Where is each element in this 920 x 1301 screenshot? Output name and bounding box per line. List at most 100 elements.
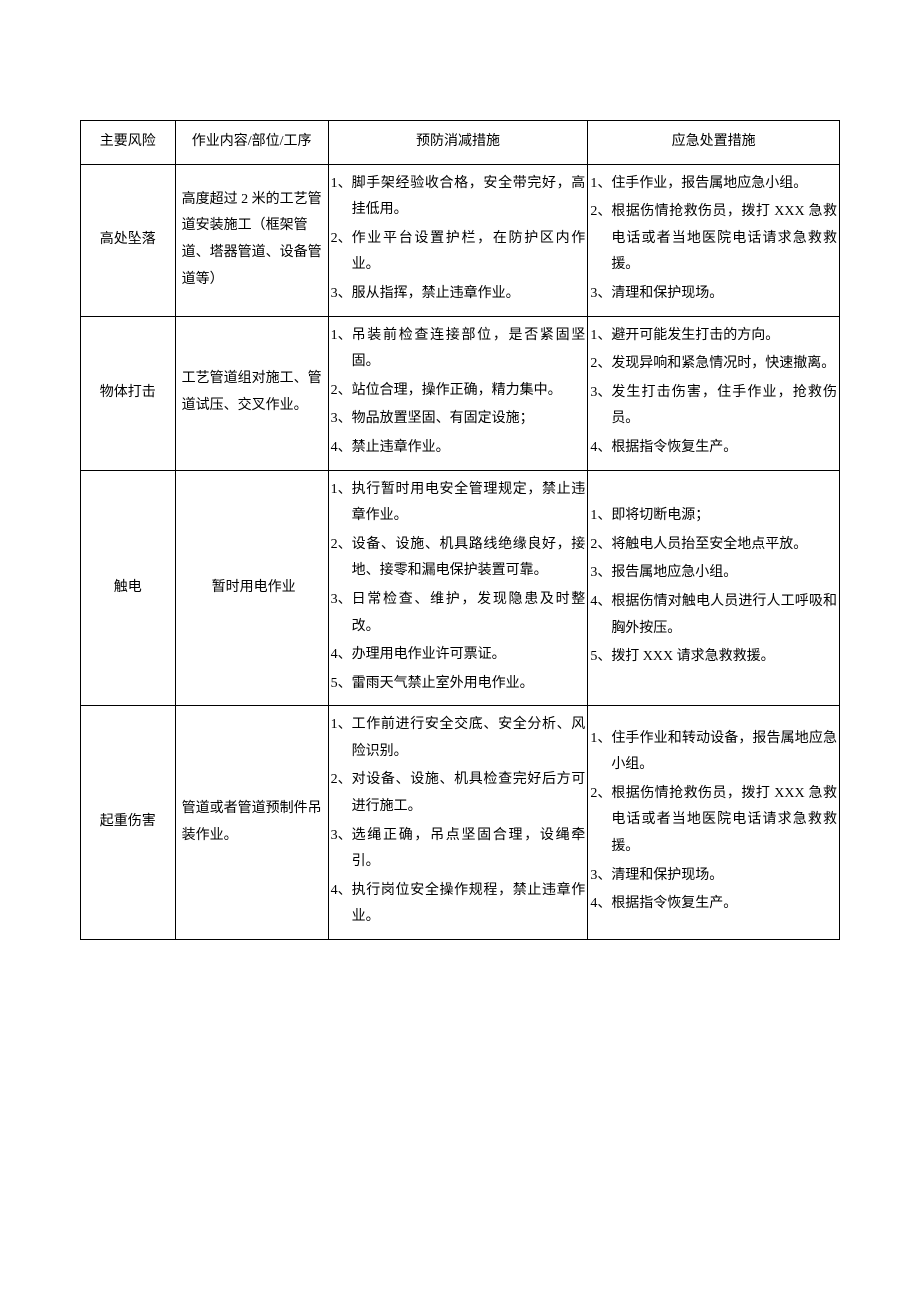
list-item: 1、执行暂时用电安全管理规定，禁止违章作业。: [331, 477, 586, 530]
cell-risk: 物体打击: [81, 316, 176, 470]
list-number: 2、: [331, 767, 352, 794]
cell-emergency: 1、住手作业，报告属地应急小组。2、根据伤情抢救伤员，拨打 XXX 急救电话或者…: [588, 164, 840, 316]
list-item: 4、办理用电作业许可票证。: [331, 642, 586, 669]
list-item: 3、发生打击伤害，住手作业，抢救伤员。: [590, 380, 837, 433]
list-text: 设备、设施、机具路线绝缘良好，接地、接零和漏电保护装置可靠。: [352, 532, 586, 585]
list-text: 拨打 XXX 请求急救救援。: [611, 644, 837, 671]
list-item: 1、住手作业和转动设备，报告属地应急小组。: [590, 726, 837, 779]
list-item: 3、清理和保护现场。: [590, 863, 837, 890]
cell-risk: 高处坠落: [81, 164, 176, 316]
header-risk: 主要风险: [81, 121, 176, 165]
list-number: 4、: [331, 878, 352, 905]
list-text: 清理和保护现场。: [611, 281, 837, 308]
list-number: 1、: [590, 171, 611, 198]
cell-emergency: 1、即将切断电源；2、将触电人员抬至安全地点平放。3、报告属地应急小组。4、根据…: [588, 470, 840, 706]
header-emergency: 应急处置措施: [588, 121, 840, 165]
list-text: 执行暂时用电安全管理规定，禁止违章作业。: [352, 477, 586, 530]
list-text: 根据指令恢复生产。: [611, 891, 837, 918]
cell-prevent: 1、工作前进行安全交底、安全分析、风险识别。2、对设备、设施、机具检查完好后方可…: [328, 706, 588, 940]
list-text: 办理用电作业许可票证。: [352, 642, 586, 669]
table-body: 高处坠落高度超过 2 米的工艺管道安装施工（框架管道、塔器管道、设备管道等）1、…: [81, 164, 840, 939]
list-text: 站位合理，操作正确，精力集中。: [352, 378, 586, 405]
list-text: 住手作业，报告属地应急小组。: [611, 171, 837, 198]
list-number: 4、: [331, 642, 352, 669]
list-number: 5、: [331, 671, 352, 698]
list-number: 4、: [590, 435, 611, 462]
list-item: 4、禁止违章作业。: [331, 435, 586, 462]
cell-prevent: 1、执行暂时用电安全管理规定，禁止违章作业。2、设备、设施、机具路线绝缘良好，接…: [328, 470, 588, 706]
list-text: 根据伤情对触电人员进行人工呼吸和胸外按压。: [611, 589, 837, 642]
list-number: 1、: [590, 323, 611, 350]
list-number: 1、: [331, 712, 352, 739]
table-row: 触电暂时用电作业1、执行暂时用电安全管理规定，禁止违章作业。2、设备、设施、机具…: [81, 470, 840, 706]
list-text: 将触电人员抬至安全地点平放。: [611, 532, 837, 559]
list-item: 4、执行岗位安全操作规程，禁止违章作业。: [331, 878, 586, 931]
list-item: 3、报告属地应急小组。: [590, 560, 837, 587]
table-header: 主要风险 作业内容/部位/工序 预防消减措施 应急处置措施: [81, 121, 840, 165]
list-number: 2、: [331, 532, 352, 559]
list-text: 根据指令恢复生产。: [611, 435, 837, 462]
table-row: 起重伤害管道或者管道预制件吊装作业。1、工作前进行安全交底、安全分析、风险识别。…: [81, 706, 840, 940]
list-item: 1、工作前进行安全交底、安全分析、风险识别。: [331, 712, 586, 765]
list-item: 2、站位合理，操作正确，精力集中。: [331, 378, 586, 405]
list-number: 2、: [590, 351, 611, 378]
list-number: 1、: [331, 477, 352, 504]
list-number: 3、: [331, 281, 352, 308]
list-item: 2、发现异响和紧急情况时，快速撤离。: [590, 351, 837, 378]
list-number: 5、: [590, 644, 611, 671]
list-item: 3、物品放置坚固、有固定设施；: [331, 406, 586, 433]
list-number: 3、: [331, 587, 352, 614]
list-number: 2、: [331, 378, 352, 405]
header-scope: 作业内容/部位/工序: [175, 121, 328, 165]
list-number: 3、: [590, 380, 611, 407]
list-item: 2、将触电人员抬至安全地点平放。: [590, 532, 837, 559]
list-number: 2、: [590, 781, 611, 808]
table-row: 物体打击工艺管道组对施工、管道试压、交叉作业。1、吊装前检查连接部位，是否紧固坚…: [81, 316, 840, 470]
list-item: 1、住手作业，报告属地应急小组。: [590, 171, 837, 198]
list-text: 报告属地应急小组。: [611, 560, 837, 587]
cell-scope: 高度超过 2 米的工艺管道安装施工（框架管道、塔器管道、设备管道等）: [175, 164, 328, 316]
list-number: 2、: [331, 226, 352, 253]
list-number: 2、: [590, 199, 611, 226]
list-item: 4、根据指令恢复生产。: [590, 891, 837, 918]
list-number: 3、: [331, 406, 352, 433]
cell-emergency: 1、避开可能发生打击的方向。2、发现异响和紧急情况时，快速撤离。3、发生打击伤害…: [588, 316, 840, 470]
list-number: 2、: [590, 532, 611, 559]
risk-table: 主要风险 作业内容/部位/工序 预防消减措施 应急处置措施 高处坠落高度超过 2…: [80, 120, 840, 940]
list-text: 避开可能发生打击的方向。: [611, 323, 837, 350]
table-row: 高处坠落高度超过 2 米的工艺管道安装施工（框架管道、塔器管道、设备管道等）1、…: [81, 164, 840, 316]
list-text: 选绳正确，吊点坚固合理，设绳牵引。: [352, 823, 586, 876]
list-item: 3、清理和保护现场。: [590, 281, 837, 308]
list-text: 吊装前检查连接部位，是否紧固坚固。: [352, 323, 586, 376]
cell-scope: 工艺管道组对施工、管道试压、交叉作业。: [175, 316, 328, 470]
list-item: 2、设备、设施、机具路线绝缘良好，接地、接零和漏电保护装置可靠。: [331, 532, 586, 585]
list-item: 3、日常检查、维护，发现隐患及时整改。: [331, 587, 586, 640]
list-item: 3、服从指挥，禁止违章作业。: [331, 281, 586, 308]
cell-prevent: 1、脚手架经验收合格，安全带完好，高挂低用。2、作业平台设置护栏，在防护区内作业…: [328, 164, 588, 316]
list-item: 3、选绳正确，吊点坚固合理，设绳牵引。: [331, 823, 586, 876]
list-text: 对设备、设施、机具检查完好后方可进行施工。: [352, 767, 586, 820]
list-number: 3、: [590, 560, 611, 587]
list-text: 服从指挥，禁止违章作业。: [352, 281, 586, 308]
list-item: 2、作业平台设置护栏，在防护区内作业。: [331, 226, 586, 279]
list-item: 5、雷雨天气禁止室外用电作业。: [331, 671, 586, 698]
cell-risk: 触电: [81, 470, 176, 706]
cell-prevent: 1、吊装前检查连接部位，是否紧固坚固。2、站位合理，操作正确，精力集中。3、物品…: [328, 316, 588, 470]
list-item: 1、避开可能发生打击的方向。: [590, 323, 837, 350]
list-text: 脚手架经验收合格，安全带完好，高挂低用。: [352, 171, 586, 224]
list-text: 发现异响和紧急情况时，快速撤离。: [611, 351, 837, 378]
list-number: 1、: [331, 171, 352, 198]
document-page: 主要风险 作业内容/部位/工序 预防消减措施 应急处置措施 高处坠落高度超过 2…: [0, 0, 920, 1301]
list-text: 即将切断电源；: [611, 503, 837, 530]
list-number: 1、: [331, 323, 352, 350]
cell-scope: 暂时用电作业: [175, 470, 328, 706]
list-text: 根据伤情抢救伤员，拨打 XXX 急救电话或者当地医院电话请求急救救援。: [611, 781, 837, 861]
list-item: 2、根据伤情抢救伤员，拨打 XXX 急救电话或者当地医院电话请求急救救援。: [590, 781, 837, 861]
list-text: 禁止违章作业。: [352, 435, 586, 462]
list-number: 4、: [590, 589, 611, 616]
list-text: 雷雨天气禁止室外用电作业。: [352, 671, 586, 698]
list-item: 2、对设备、设施、机具检查完好后方可进行施工。: [331, 767, 586, 820]
list-item: 4、根据指令恢复生产。: [590, 435, 837, 462]
list-text: 发生打击伤害，住手作业，抢救伤员。: [611, 380, 837, 433]
list-item: 1、脚手架经验收合格，安全带完好，高挂低用。: [331, 171, 586, 224]
